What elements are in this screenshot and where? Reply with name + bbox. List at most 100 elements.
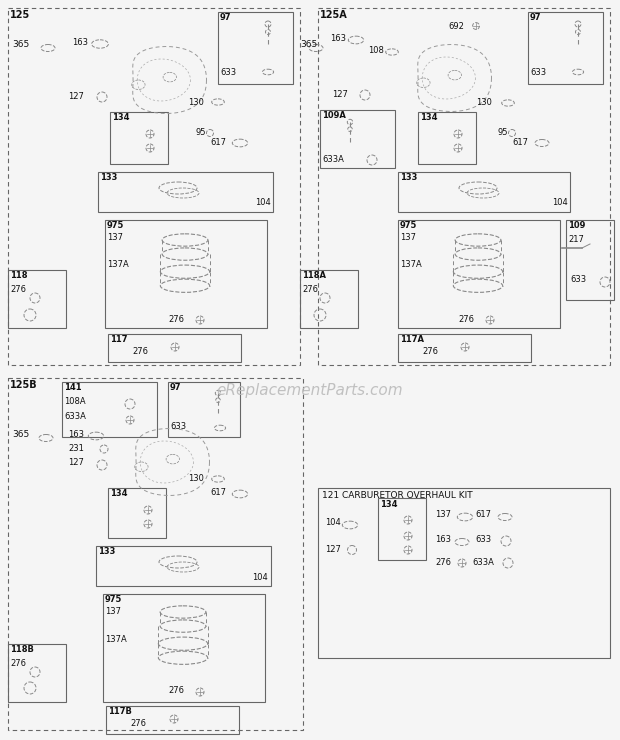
Text: 276: 276: [168, 315, 184, 324]
Text: eReplacementParts.com: eReplacementParts.com: [216, 383, 404, 397]
Text: 276: 276: [132, 347, 148, 356]
Text: 617: 617: [210, 138, 226, 147]
Bar: [96, 546, 271, 586]
Text: 127: 127: [68, 92, 84, 101]
Text: 137: 137: [435, 510, 451, 519]
Text: 118A: 118A: [302, 271, 326, 280]
Text: 163: 163: [330, 34, 346, 43]
Text: 127: 127: [332, 90, 348, 99]
Bar: [8, 644, 66, 702]
Bar: [318, 8, 610, 365]
Bar: [318, 488, 610, 658]
Text: 276: 276: [422, 347, 438, 356]
Text: 141: 141: [64, 383, 82, 392]
Text: 134: 134: [420, 113, 438, 122]
Text: 276: 276: [435, 558, 451, 567]
Text: 133: 133: [400, 173, 417, 182]
Text: 130: 130: [188, 474, 204, 483]
Text: 133: 133: [100, 173, 117, 182]
Text: 97: 97: [220, 13, 231, 22]
Text: 365: 365: [12, 40, 29, 49]
Text: 163: 163: [435, 535, 451, 544]
Text: 137A: 137A: [400, 260, 422, 269]
Bar: [8, 270, 66, 328]
Text: 276: 276: [168, 686, 184, 695]
Bar: [218, 12, 293, 84]
Text: 276: 276: [458, 315, 474, 324]
Text: 617: 617: [475, 510, 491, 519]
Text: 975: 975: [400, 221, 417, 230]
Bar: [566, 220, 614, 300]
Text: 127: 127: [68, 458, 84, 467]
Text: 217: 217: [568, 235, 584, 244]
Text: 617: 617: [512, 138, 528, 147]
Text: 137: 137: [400, 233, 416, 242]
Text: 125B: 125B: [10, 380, 38, 390]
Text: 633A: 633A: [322, 155, 344, 164]
Bar: [8, 378, 303, 730]
Text: 130: 130: [188, 98, 204, 107]
Text: 121 CARBURETOR OVERHAUL KIT: 121 CARBURETOR OVERHAUL KIT: [322, 491, 472, 500]
Text: 97: 97: [170, 383, 182, 392]
Text: 633: 633: [220, 68, 236, 77]
Bar: [108, 488, 166, 538]
Text: 633: 633: [530, 68, 546, 77]
Text: 104: 104: [552, 198, 568, 207]
Text: 137A: 137A: [105, 635, 126, 644]
Text: 108A: 108A: [64, 397, 86, 406]
Text: 133: 133: [98, 547, 115, 556]
Bar: [62, 382, 157, 437]
Text: 365: 365: [12, 430, 29, 439]
Bar: [106, 706, 239, 734]
Text: 137A: 137A: [107, 260, 129, 269]
Text: 108: 108: [368, 46, 384, 55]
Text: 125A: 125A: [320, 10, 348, 20]
Bar: [378, 498, 426, 560]
Text: 95: 95: [196, 128, 206, 137]
Bar: [105, 220, 267, 328]
Text: 109: 109: [568, 221, 585, 230]
Text: 276: 276: [130, 719, 146, 728]
Text: 633A: 633A: [64, 412, 86, 421]
Bar: [528, 12, 603, 84]
Text: 975: 975: [105, 595, 122, 604]
Text: 163: 163: [68, 430, 84, 439]
Text: 975: 975: [107, 221, 125, 230]
Text: 137: 137: [105, 607, 121, 616]
Bar: [320, 110, 395, 168]
Text: 633: 633: [570, 275, 586, 284]
Text: 130: 130: [476, 98, 492, 107]
Text: 692: 692: [448, 22, 464, 31]
Bar: [103, 594, 265, 702]
Bar: [398, 220, 560, 328]
Text: 117: 117: [110, 335, 128, 344]
Text: 109A: 109A: [322, 111, 346, 120]
Text: 276: 276: [302, 285, 318, 294]
Bar: [300, 270, 358, 328]
Text: 633A: 633A: [472, 558, 494, 567]
Text: 163: 163: [72, 38, 88, 47]
Text: 134: 134: [112, 113, 130, 122]
Text: 365: 365: [300, 40, 317, 49]
Text: 134: 134: [380, 500, 397, 509]
Bar: [108, 334, 241, 362]
Text: 276: 276: [10, 659, 26, 668]
Text: 617: 617: [210, 488, 226, 497]
Bar: [110, 112, 168, 164]
Text: 104: 104: [255, 198, 271, 207]
Text: 118B: 118B: [10, 645, 34, 654]
Bar: [418, 112, 476, 164]
Text: 276: 276: [10, 285, 26, 294]
Bar: [98, 172, 273, 212]
Bar: [398, 172, 570, 212]
Text: 633: 633: [170, 422, 186, 431]
Text: 137: 137: [107, 233, 123, 242]
Text: 134: 134: [110, 489, 128, 498]
Text: 231: 231: [68, 444, 84, 453]
Text: 125: 125: [10, 10, 30, 20]
Text: 97: 97: [530, 13, 541, 22]
Text: 118: 118: [10, 271, 27, 280]
Bar: [168, 382, 240, 437]
Text: 117B: 117B: [108, 707, 132, 716]
Text: 633: 633: [475, 535, 491, 544]
